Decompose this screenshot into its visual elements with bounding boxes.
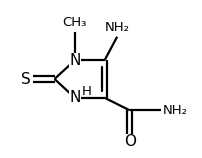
Text: O: O xyxy=(123,134,135,149)
Text: NH₂: NH₂ xyxy=(104,21,129,34)
Text: H: H xyxy=(81,85,91,98)
Text: CH₃: CH₃ xyxy=(62,16,87,29)
Text: N: N xyxy=(69,53,80,68)
Text: N: N xyxy=(69,90,80,105)
Text: S: S xyxy=(21,72,31,86)
Text: NH₂: NH₂ xyxy=(162,104,187,117)
